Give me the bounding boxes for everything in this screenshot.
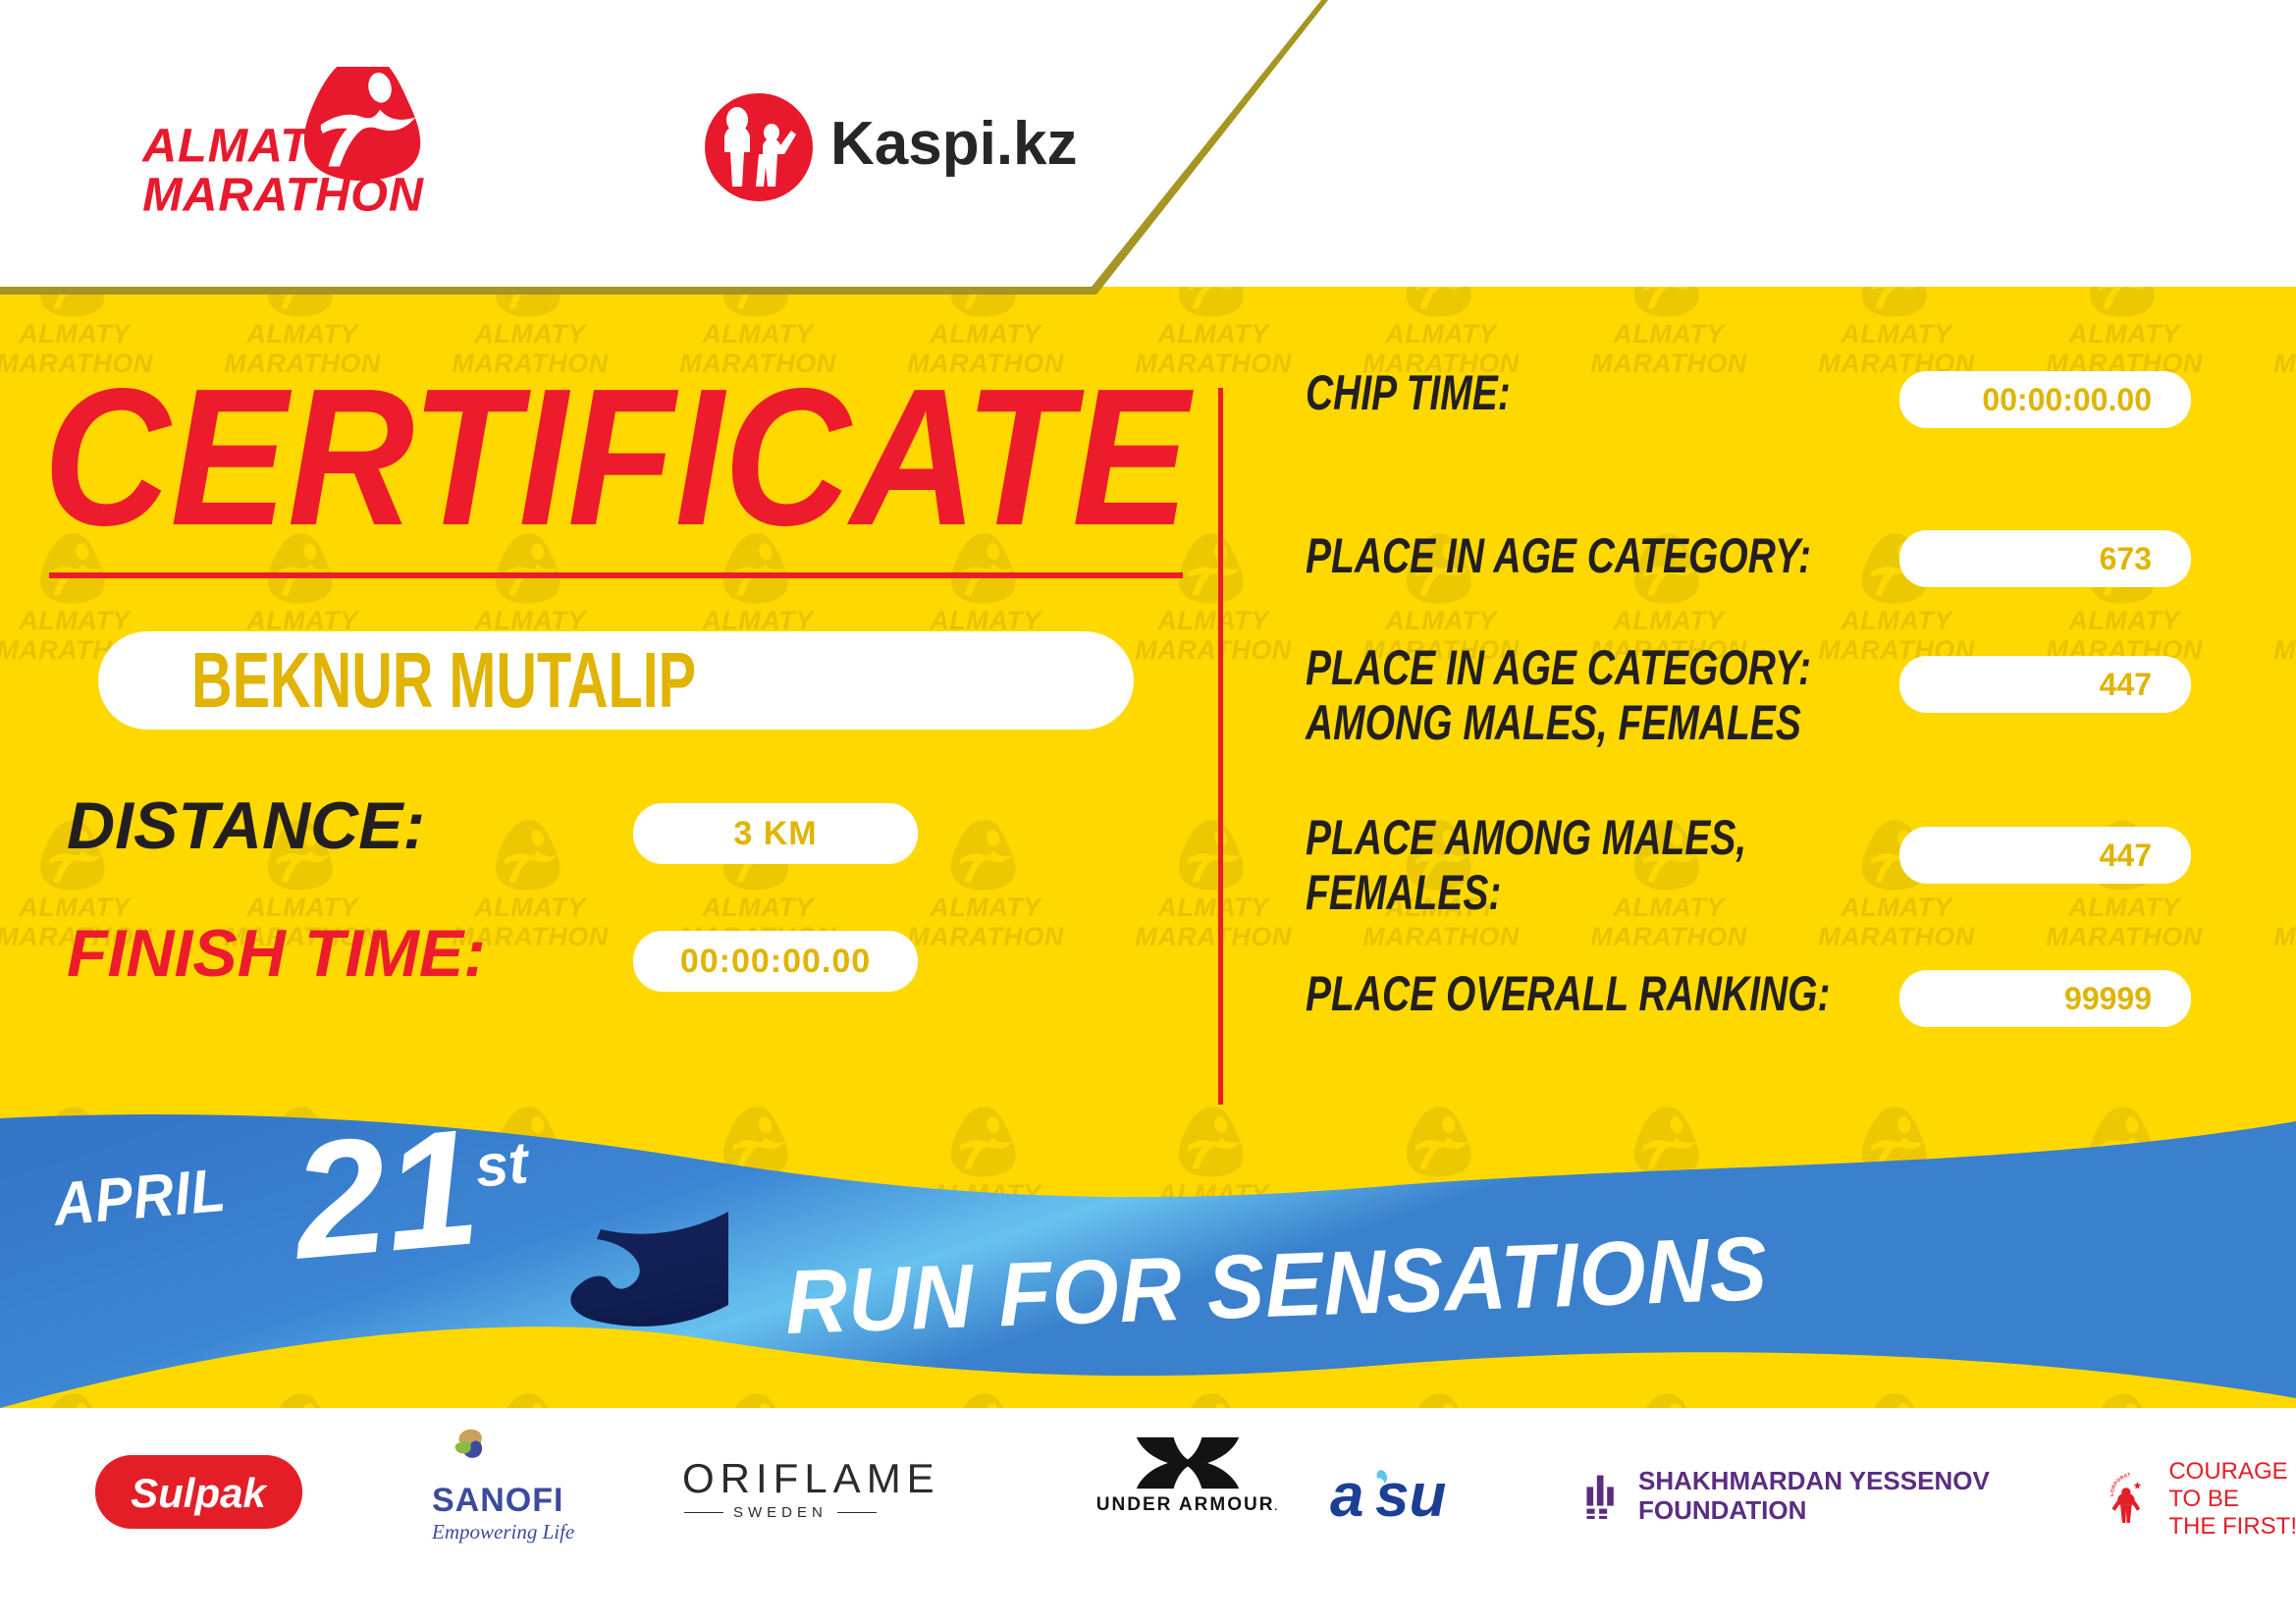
- svg-text:a: a: [1330, 1462, 1363, 1530]
- svg-text:su: su: [1375, 1462, 1446, 1530]
- svg-text:Sulpak: Sulpak: [131, 1470, 268, 1516]
